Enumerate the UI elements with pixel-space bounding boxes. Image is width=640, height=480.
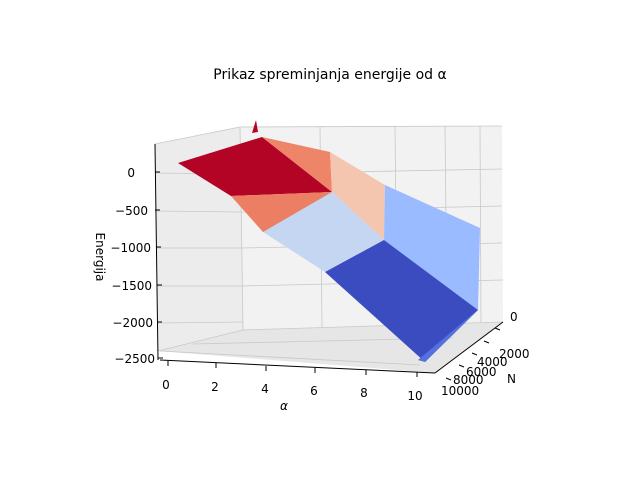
grid-line <box>157 329 244 352</box>
x-tick-label: 0 <box>162 378 170 392</box>
y-tick-label: 10000 <box>441 384 479 398</box>
x-tick-label: 6 <box>310 384 318 398</box>
z-tick-label: −2000 <box>112 316 153 330</box>
z-tick-label: −1000 <box>110 241 151 255</box>
y-tick-mark <box>445 377 452 381</box>
energy-surface <box>178 120 480 362</box>
x-axis-line <box>159 359 436 374</box>
x-tick-label: 10 <box>407 389 422 403</box>
z-axis-line <box>154 143 159 361</box>
surface-patch <box>178 137 332 196</box>
grid-line <box>239 125 503 128</box>
grid-line <box>157 321 244 324</box>
x-axis-label: α <box>280 399 288 413</box>
y-axis-label: N <box>507 372 516 386</box>
x-tick-labels: 0 2 4 6 8 10 <box>162 378 422 403</box>
y-tick-label: 2000 <box>499 347 530 361</box>
grid-line <box>479 125 482 324</box>
tick-marks <box>155 171 501 381</box>
z-tick-label: −500 <box>115 204 148 218</box>
z-tick-label: 0 <box>127 166 135 180</box>
y-tick-label: 4000 <box>477 355 508 369</box>
surface-patch <box>262 137 332 192</box>
z-tick-label: −1500 <box>111 279 152 293</box>
y-tick-labels: 0 2000 4000 6000 8000 10000 <box>441 310 530 398</box>
surface-patch <box>384 185 480 310</box>
chart-title: Prikaz spreminjanja energije od α <box>213 67 446 83</box>
x-tick-label: 4 <box>261 382 269 396</box>
z-tick-label: −2500 <box>114 352 155 366</box>
surface-spike <box>252 120 258 133</box>
surface-patch <box>418 310 478 362</box>
z-tick-labels: 0 −500 −1000 −1500 −2000 −2500 <box>110 166 155 366</box>
y-tick-label: 6000 <box>466 365 497 379</box>
y-tick-mark <box>494 327 501 331</box>
x-tick-label: 8 <box>360 386 368 400</box>
z-axis-label: Energija <box>93 233 107 282</box>
y-tick-label: 8000 <box>453 373 484 387</box>
surface-patch <box>330 152 385 240</box>
grid-line <box>154 126 241 145</box>
axis-lines <box>154 143 504 374</box>
y-tick-mark <box>471 352 478 356</box>
surface-patch <box>263 192 384 272</box>
grid-line <box>159 350 421 366</box>
x-tick-label: 2 <box>211 380 219 394</box>
y-tick-label: 0 <box>510 310 518 324</box>
y-tick-mark <box>458 364 465 368</box>
y-axis-line <box>434 321 504 374</box>
grid-line <box>155 210 242 213</box>
surface-patch <box>325 240 478 362</box>
y-tick-mark <box>483 340 490 344</box>
